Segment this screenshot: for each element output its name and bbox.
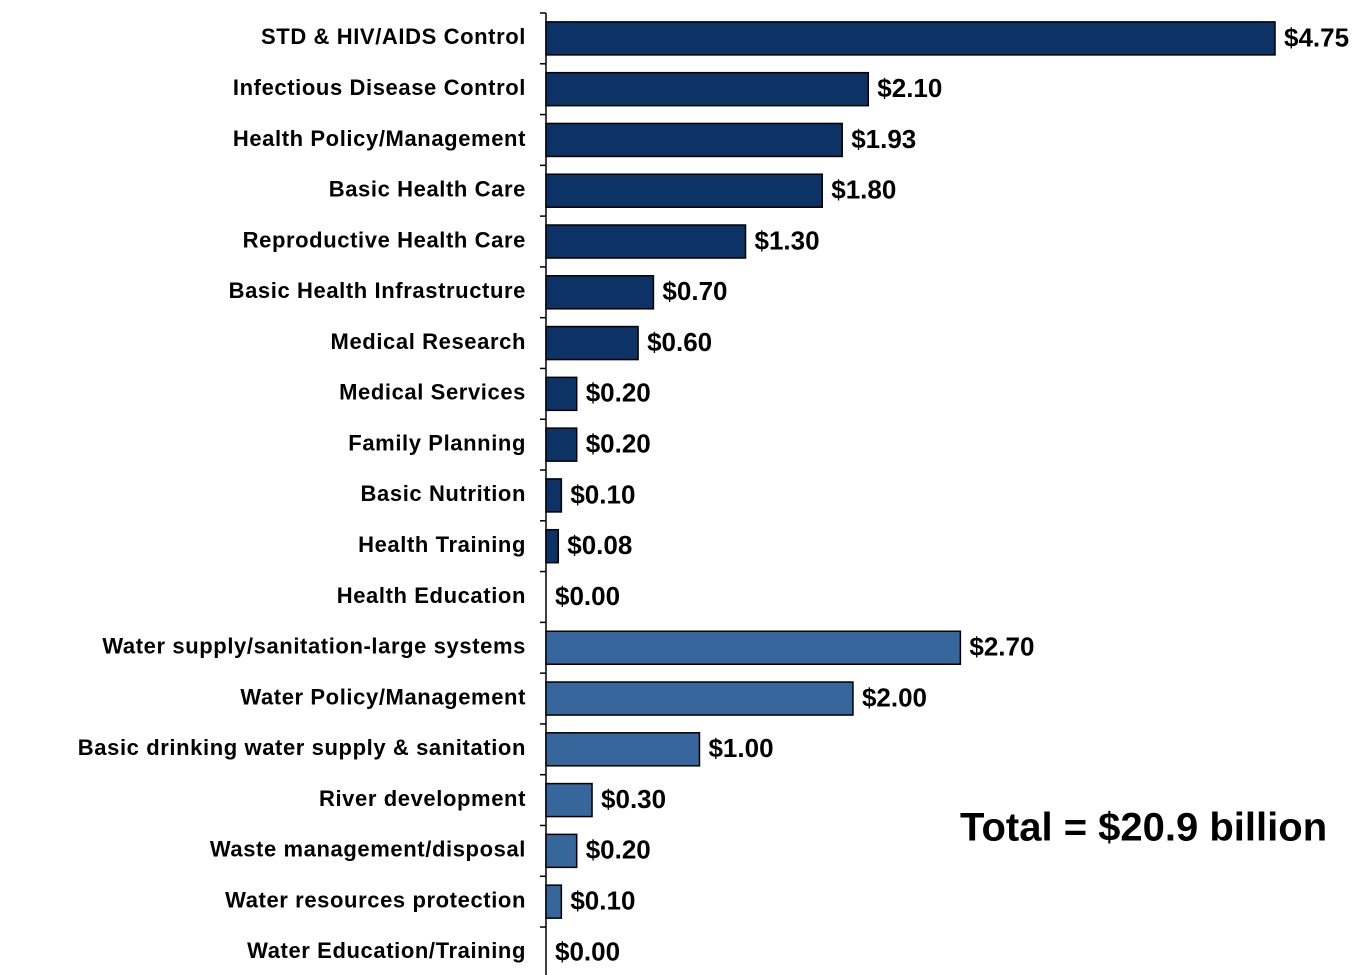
category-label: Water supply/sanitation-large systems [102,634,526,659]
value-label: $2.10 [877,73,942,103]
bar [545,122,843,158]
value-label: $0.20 [586,835,651,865]
bar [545,681,854,716]
category-label: Water Policy/Management [240,684,526,709]
category-label: Basic drinking water supply & sanitation [78,735,526,760]
category-label: Health Education [337,583,526,608]
value-label: $0.00 [555,936,620,966]
value-label: $2.00 [862,682,927,712]
category-label: STD & HIV/AIDS Control [261,24,526,49]
value-label: $0.20 [586,378,651,408]
annotation: Total = $20.9 billion [960,806,1327,850]
value-label: $1.80 [831,175,896,205]
value-label: $1.00 [708,733,773,763]
category-label: Health Training [358,532,526,557]
bar [545,630,962,665]
bar [545,833,578,869]
category-label: Medical Research [331,329,526,354]
bar [545,478,563,513]
category-label: Basic Health Infrastructure [229,278,526,303]
value-label: $0.30 [601,784,666,814]
bar [545,325,639,361]
value-label: $2.70 [969,632,1034,662]
bar [545,71,870,107]
bar [545,528,560,564]
value-label: $0.60 [647,327,712,357]
value-label: $0.70 [662,276,727,306]
category-label: Water Education/Training [247,938,526,963]
bar [545,21,1276,56]
category-label: Water resources protection [225,887,526,912]
category-label: Health Policy/Management [233,126,526,151]
value-label: $0.10 [570,886,635,916]
bar [545,884,563,919]
category-label: River development [319,786,526,811]
bar [545,275,655,310]
category-label: Family Planning [348,430,526,455]
value-label: $1.93 [851,124,916,154]
bar [545,173,824,208]
value-label: $4.75 [1284,22,1349,52]
bar [545,427,578,462]
category-label: Waste management/disposal [210,837,526,862]
category-label: Basic Health Care [329,177,526,202]
bar [545,732,701,767]
category-label: Basic Nutrition [361,481,526,506]
category-label: Infectious Disease Control [233,75,526,100]
value-label: $0.00 [555,581,620,611]
value-label: $0.10 [570,479,635,509]
bar [545,224,747,259]
bar [545,782,593,818]
value-label: $0.08 [567,530,632,560]
category-label: Medical Services [339,380,526,405]
bar [545,376,578,412]
value-label: $1.30 [755,225,820,255]
value-label: $0.20 [586,429,651,459]
category-label: Reproductive Health Care [243,227,526,252]
